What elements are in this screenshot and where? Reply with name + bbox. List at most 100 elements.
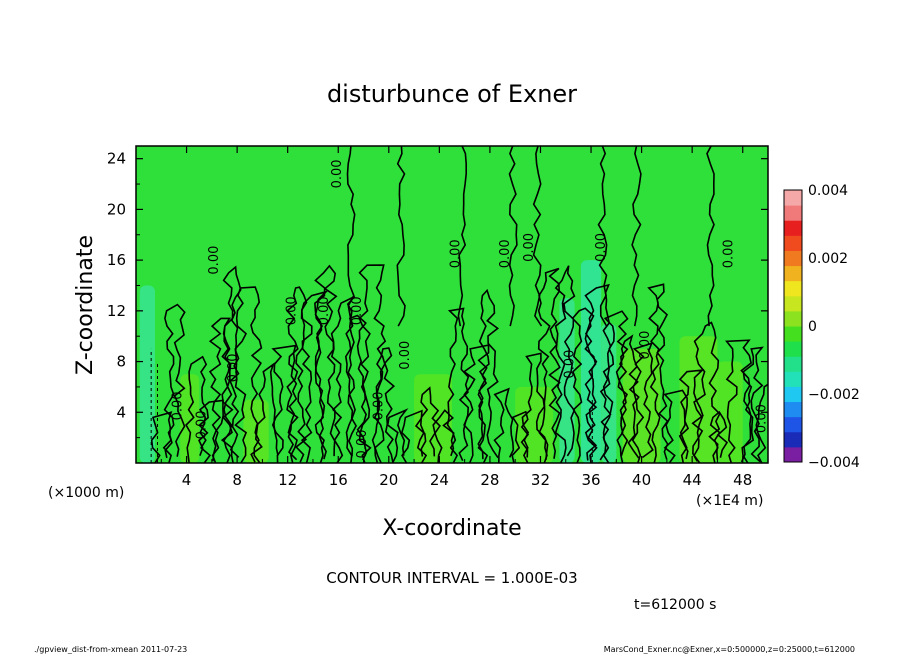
contour-line-long-0 [346,146,356,327]
colorbar-tick-label-0: 0.004 [808,183,848,199]
colorbar-frame [783,189,803,463]
contour-line-18 [416,386,441,463]
contour-lines [150,146,768,463]
x-tick-label-10: 44 [683,471,702,489]
contour-line-17 [400,409,427,463]
colorbar-segment-12 [784,265,802,282]
colorbar [784,190,802,463]
contour-line-38 [725,339,752,463]
contour-label-15: 0.00 [195,410,210,439]
contour-label-5: 0.00 [449,239,464,268]
contour-line-long-6 [631,146,642,327]
field-patch-1 [180,374,200,463]
contour-line-16 [386,408,409,463]
colorbar-segment-8 [784,326,802,342]
colorbar-segment-9 [784,310,802,327]
y-tick-label-1: 8 [116,353,126,371]
plot-frame [135,145,769,464]
colorbar-segment-6 [784,356,802,372]
colorbar-segment-16 [784,205,802,221]
contour-line-30 [602,310,629,463]
contour-line-4 [208,317,234,463]
contour-line-39 [741,346,764,463]
colorbar-segment-7 [784,341,802,357]
contour-line-29 [584,283,612,463]
contour-label-3: 0.00 [317,296,332,325]
contour-line-28 [571,307,598,463]
contour-label-17: 0.00 [355,430,370,459]
contour-label-13: 0.00 [562,350,577,379]
contour-line-long-5 [597,146,608,327]
contour-line-6 [234,286,263,463]
x-tick-label-7: 32 [531,471,550,489]
contour-line-5 [222,265,242,463]
contour-line-11 [314,264,338,463]
contour-line-32 [631,342,654,463]
contour-line-19 [432,409,455,463]
field-patch-4 [580,260,602,463]
contour-line-20 [446,307,470,463]
field-patch-10 [717,361,743,463]
contour-label-0: 0.00 [330,159,345,188]
contour-interval: CONTOUR INTERVAL = 1.000E-03 [326,569,577,587]
y-tick-label-0: 4 [116,403,126,421]
colorbar-segment-13 [784,250,802,267]
contour-line-10 [300,290,329,463]
colorbar-segment-10 [784,295,802,312]
contour-line-22 [477,288,500,463]
contour-label-2: 0.00 [284,296,299,325]
contour-line-7 [253,362,279,463]
x-axis-label: X-coordinate [382,516,521,541]
contour-line-1 [162,303,186,463]
field-patch-0 [139,285,155,463]
colorbar-tick-label-2: 0 [808,319,817,335]
colorbar-segment-17 [784,190,802,206]
contour-label-8: 0.00 [594,233,609,262]
colorbar-segment-0 [784,446,802,463]
contour-line-24 [511,410,530,463]
contour-label-14: 0.00 [171,391,186,420]
contour-line-15 [371,347,396,463]
plot-area: 0.000.000.00 0.00 0.000.00 0.00 0.00 0.00 0.00… [136,146,768,463]
x-tick-label-1: 8 [232,471,242,489]
contour-label-4: 0.00 [350,296,365,325]
contour-line-3 [199,399,225,463]
x-tick-label-11: 48 [733,471,752,489]
x-unit-left: (×1000 m) [48,485,124,501]
x-tick-label-4: 20 [379,471,398,489]
time-label: t=612000 s [634,597,716,613]
contour-label-10: 0.00 [226,353,241,382]
x-tick-label-8: 36 [581,471,600,489]
contour-line-31 [616,334,640,463]
contour-line-37 [709,410,729,463]
contour-line-long-1 [396,146,406,327]
contour-line-13 [344,314,368,463]
x-tick-label-6: 28 [480,471,499,489]
footer-left: ./gpview_dist-from-xmean 2011-07-23 [34,645,187,654]
colorbar-segment-11 [784,280,802,297]
contour-line-9 [286,286,308,463]
footer-right: MarsCond_Exner.nc@Exner,x=0:500000,z=0:2… [604,645,855,654]
contour-label-11: 0.00 [398,341,413,370]
y-tick-label-3: 16 [107,251,126,269]
x-tick-label-0: 4 [182,471,192,489]
contour-line-long-3 [508,146,518,327]
colorbar-segment-4 [784,386,802,403]
colorbar-segment-5 [784,371,802,387]
contour-label-1: 0.00 [207,246,222,275]
contour-line-35 [678,369,705,463]
field-patch-5 [601,323,617,463]
contour-label-9: 0.00 [722,239,737,268]
contour-line-8 [271,344,298,463]
contour-line-26 [537,267,561,463]
x-unit-right: (×1E4 m) [696,493,763,509]
y-tick-label-5: 24 [107,150,126,168]
colorbar-segment-14 [784,235,802,251]
contour-labels: 0.000.000.00 0.00 0.000.00 0.00 0.00 0.00 0.00… [171,159,768,459]
colorbar-tick-label-3: −0.002 [808,387,860,403]
contour-line-25 [521,352,549,463]
contour-label-16: 0.00 [371,391,386,420]
contour-line-33 [647,283,669,463]
colorbar-tick-label-4: −0.004 [808,455,860,471]
colorbar-segment-2 [784,416,802,433]
